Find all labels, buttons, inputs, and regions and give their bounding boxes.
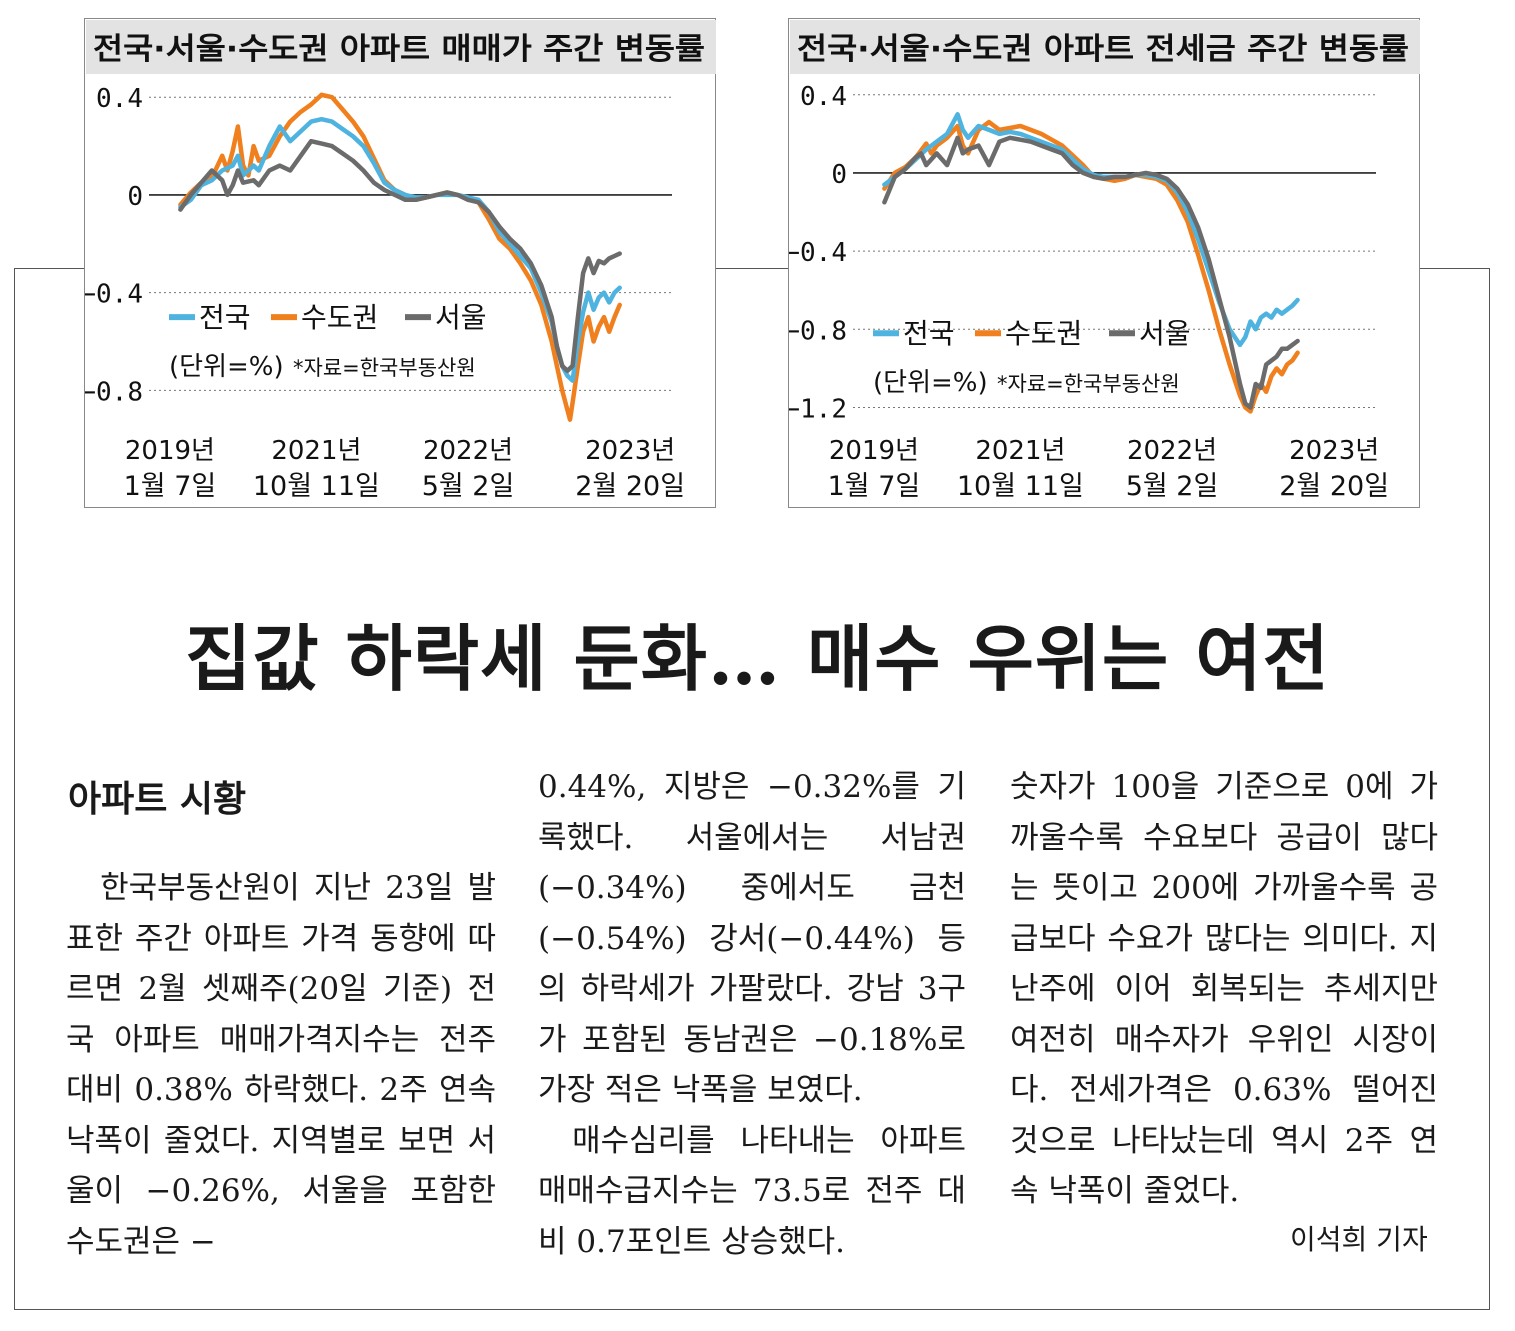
sale-chart-xtick-label-line1: 2023년 bbox=[585, 436, 675, 466]
sale-chart-series-seoul bbox=[178, 138, 622, 374]
paragraph-1: 한국부동산원이 지난 23일 발표한 주간 아파트 가격 동향에 따르면 2월 … bbox=[66, 870, 496, 1260]
jeonse-chart-ytick-label: 0 bbox=[831, 160, 847, 190]
sale-chart-xtick-label-line2: 10월 11일 bbox=[253, 471, 380, 502]
paragraph-1-continued: 0.44%, 지방은 −0.32%를 기록했다. 서울에서는 서남권(−0.34… bbox=[538, 769, 966, 1108]
jeonse-chart-title: 전국·서울·수도권 아파트 전세금 주간 변동률 bbox=[797, 32, 1409, 67]
jeonse-chart-xtick-label-line1: 2021년 bbox=[975, 436, 1065, 466]
jeonse-chart-xtick-label-line2: 1월 7일 bbox=[828, 471, 921, 502]
jeonse-chart-ytick-label: 0.4 bbox=[800, 82, 847, 112]
jeonse-chart-series-seoul bbox=[882, 135, 1300, 410]
article-column-3: 숫자가 100을 기준으로 0에 가까울수록 수요보다 공급이 많다는 뜻이고 … bbox=[1010, 762, 1438, 1217]
sale-chart-source: *자료=한국부동산원 bbox=[293, 356, 476, 380]
jeonse-chart-legend-label-national: 전국 bbox=[903, 317, 955, 350]
sale-chart-ytick-label: −0.8 bbox=[85, 377, 143, 407]
jeonse-chart-plot-area bbox=[853, 77, 1376, 429]
sale-chart-xtick-label-line2: 5월 2일 bbox=[422, 471, 515, 502]
jeonse-chart-legend-label-seoul: 서울 bbox=[1139, 317, 1191, 350]
sale-chart-svg: 전국·서울·수도권 아파트 매매가 주간 변동률 0.4 0 −0.4 −0.8 전국 수도… bbox=[85, 20, 716, 502]
sale-chart-ytick-label: 0.4 bbox=[96, 84, 143, 114]
jeonse-chart-xtick-label-line1: 2019년 bbox=[829, 436, 919, 466]
sale-chart-title-bar bbox=[86, 20, 716, 74]
jeonse-chart-svg: 전국·서울·수도권 아파트 전세금 주간 변동률 0.4 0 −0.4 −0.8 −1.2… bbox=[789, 20, 1420, 502]
sale-price-chart: 전국·서울·수도권 아파트 매매가 주간 변동률 0.4 0 −0.4 −0.8 전국 수도… bbox=[84, 18, 716, 508]
jeonse-chart-xtick-label-line2: 5월 2일 bbox=[1126, 471, 1219, 502]
jeonse-chart-source: *자료=한국부동산원 bbox=[997, 372, 1180, 396]
sale-chart-xtick-label-line1: 2022년 bbox=[423, 436, 513, 466]
sale-chart-legend-label-seoul: 서울 bbox=[435, 301, 487, 334]
sale-chart-xtick-label-line1: 2019년 bbox=[125, 436, 215, 466]
sale-chart-legend-label-capital: 수도권 bbox=[301, 301, 378, 334]
sale-chart-xtick-label-line2: 2월 20일 bbox=[575, 471, 685, 502]
jeonse-price-chart: 전국·서울·수도권 아파트 전세금 주간 변동률 0.4 0 −0.4 −0.8 −1.2… bbox=[788, 18, 1420, 508]
article-frame bbox=[14, 268, 1490, 1310]
paragraph-2: 매수심리를 나타내는 아파트 매매수급지수는 73.5로 전주 대비 0.7포인… bbox=[538, 1122, 966, 1260]
jeonse-chart-ytick-label: −0.8 bbox=[789, 316, 847, 346]
headline: 집값 하락세 둔화… 매수 우위는 여전 bbox=[185, 616, 1330, 701]
sale-chart-ytick-label: 0 bbox=[127, 182, 143, 212]
jeonse-chart-xtick-label-line1: 2022년 bbox=[1127, 436, 1217, 466]
sale-chart-xtick-label-line2: 1월 7일 bbox=[124, 471, 217, 502]
jeonse-chart-title-bar bbox=[790, 20, 1420, 74]
jeonse-chart-xtick-label-line1: 2023년 bbox=[1289, 436, 1379, 466]
jeonse-chart-ytick-label: −1.2 bbox=[789, 394, 847, 424]
jeonse-chart-ytick-label: −0.4 bbox=[789, 238, 847, 268]
sale-chart-unit-note: (단위=%) bbox=[169, 352, 284, 382]
byline: 이석희 기자 bbox=[1290, 1223, 1428, 1256]
jeonse-chart-xtick-label-line2: 10월 11일 bbox=[957, 471, 1084, 502]
sale-chart-ytick-label: −0.4 bbox=[85, 280, 143, 310]
sale-chart-legend-label-national: 전국 bbox=[199, 301, 251, 334]
jeonse-chart-legend-label-capital: 수도권 bbox=[1005, 317, 1082, 350]
sale-chart-title: 전국·서울·수도권 아파트 매매가 주간 변동률 bbox=[93, 32, 705, 67]
article-column-2: 0.44%, 지방은 −0.32%를 기록했다. 서울에서는 서남권(−0.34… bbox=[538, 762, 966, 1267]
section-title: 아파트 시황 bbox=[68, 779, 247, 820]
jeonse-chart-xtick-label-line2: 2월 20일 bbox=[1279, 471, 1389, 502]
jeonse-chart-unit-note: (단위=%) bbox=[873, 368, 988, 398]
paragraph-2-continued: 숫자가 100을 기준으로 0에 가까울수록 수요보다 공급이 많다는 뜻이고 … bbox=[1010, 769, 1438, 1209]
article-column-1: 한국부동산원이 지난 23일 발표한 주간 아파트 가격 동향에 따르면 2월 … bbox=[66, 863, 496, 1267]
sale-chart-xtick-label-line1: 2021년 bbox=[271, 436, 361, 466]
